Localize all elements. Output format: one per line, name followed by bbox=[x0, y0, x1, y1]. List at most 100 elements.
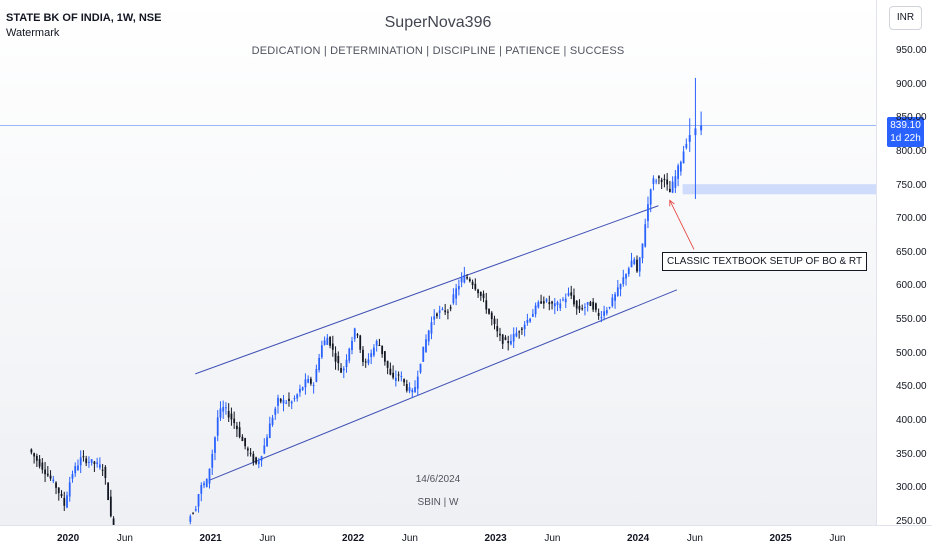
candle-body bbox=[540, 301, 542, 304]
candle-body bbox=[238, 427, 241, 438]
candle-body bbox=[312, 384, 315, 386]
candle-body bbox=[444, 310, 447, 313]
candle-body bbox=[386, 360, 389, 368]
candle-body bbox=[109, 496, 112, 517]
candle-body bbox=[367, 359, 370, 364]
annotation-label[interactable]: CLASSIC TEXTBOOK SETUP OF BO & RT bbox=[662, 252, 868, 271]
candle-body bbox=[68, 482, 71, 497]
candle-body bbox=[548, 302, 551, 305]
candle-body bbox=[411, 390, 414, 393]
candle-body bbox=[677, 165, 680, 179]
candle-body bbox=[340, 368, 342, 373]
candle-body bbox=[33, 453, 36, 457]
candle-body bbox=[614, 294, 616, 301]
price-scale[interactable] bbox=[876, 0, 932, 525]
candle-body bbox=[342, 368, 345, 371]
time-tick-label: 2022 bbox=[342, 533, 365, 544]
candle-body bbox=[559, 303, 562, 309]
chart-subtitle: DEDICATION | DETERMINATION | DISCIPLINE … bbox=[251, 45, 625, 57]
candle-body bbox=[400, 376, 403, 378]
candle-body bbox=[531, 313, 534, 317]
candle-body bbox=[329, 336, 331, 346]
candle-body bbox=[299, 388, 301, 393]
candle-body bbox=[471, 281, 474, 286]
candle-body bbox=[370, 353, 373, 358]
candle-body bbox=[378, 344, 381, 346]
candle-body bbox=[589, 301, 592, 306]
candle-body bbox=[392, 372, 395, 378]
candle-body bbox=[246, 448, 249, 451]
candle-body bbox=[79, 457, 82, 466]
candle-body bbox=[452, 294, 455, 304]
time-tick-label: Jun bbox=[829, 533, 846, 544]
candle-body bbox=[88, 461, 90, 463]
candle-body bbox=[46, 473, 49, 476]
candle-body bbox=[553, 303, 556, 307]
candle-body bbox=[422, 346, 425, 362]
date-watermark: 14/6/2024 bbox=[415, 474, 461, 485]
candle-body bbox=[570, 292, 573, 296]
candle-body bbox=[214, 437, 216, 453]
candle-body bbox=[584, 306, 586, 308]
candle-body bbox=[334, 353, 337, 362]
bar-countdown: 1d 22h bbox=[890, 133, 921, 144]
time-tick-label: 2020 bbox=[57, 533, 80, 544]
candle-body bbox=[625, 274, 627, 279]
candle-body bbox=[290, 401, 293, 404]
candle-body bbox=[375, 341, 378, 346]
candle-body bbox=[293, 398, 296, 400]
candle-body bbox=[436, 313, 438, 317]
candle-body bbox=[274, 408, 277, 415]
candle-body bbox=[671, 181, 674, 193]
candle-body bbox=[77, 465, 79, 470]
candle-body bbox=[227, 411, 230, 418]
candle-body bbox=[351, 340, 353, 350]
time-scale[interactable] bbox=[0, 525, 932, 551]
time-tick-label: Jun bbox=[259, 533, 276, 544]
candle-body bbox=[649, 189, 652, 205]
candle-body bbox=[326, 337, 329, 345]
watermark-label: Watermark bbox=[6, 27, 60, 39]
candle-body bbox=[189, 516, 192, 522]
candle-body bbox=[211, 453, 214, 468]
breakout-zone bbox=[682, 184, 876, 195]
candle-body bbox=[551, 301, 553, 304]
candle-body bbox=[674, 176, 677, 188]
annotation-arrow bbox=[669, 200, 695, 250]
candle-body bbox=[285, 402, 288, 404]
candle-body bbox=[515, 332, 518, 337]
candle-body bbox=[359, 335, 362, 350]
candle-body bbox=[41, 462, 44, 470]
price-chart[interactable] bbox=[0, 0, 876, 525]
candle-body bbox=[268, 423, 271, 438]
candle-body bbox=[225, 407, 227, 409]
candle-body bbox=[496, 326, 499, 332]
candle-body bbox=[394, 377, 397, 381]
candle-body bbox=[534, 305, 537, 315]
candle-body bbox=[507, 341, 510, 344]
candle-body bbox=[562, 299, 564, 301]
candle-body bbox=[219, 408, 222, 418]
price-tick-label: 600.00 bbox=[896, 280, 927, 292]
candle-body bbox=[521, 328, 523, 330]
candle-body bbox=[52, 479, 55, 482]
candle-body bbox=[504, 337, 507, 340]
candle-body bbox=[581, 308, 584, 310]
candle-body bbox=[482, 293, 485, 299]
candle-body bbox=[594, 303, 597, 310]
candle-body bbox=[98, 464, 101, 468]
time-tick-label: 2024 bbox=[627, 533, 650, 544]
candle-body bbox=[315, 368, 318, 382]
candle-body bbox=[345, 359, 348, 368]
candle-body bbox=[30, 449, 33, 453]
candle-body bbox=[236, 425, 238, 430]
candle-body bbox=[468, 279, 471, 282]
candle-body bbox=[304, 379, 307, 388]
candle-body bbox=[320, 345, 323, 358]
currency-button[interactable]: INR bbox=[889, 6, 922, 30]
candle-body bbox=[611, 297, 614, 307]
candle-body bbox=[427, 330, 430, 342]
candle-body bbox=[301, 387, 304, 390]
candle-body bbox=[449, 307, 452, 309]
candle-body bbox=[112, 518, 115, 525]
